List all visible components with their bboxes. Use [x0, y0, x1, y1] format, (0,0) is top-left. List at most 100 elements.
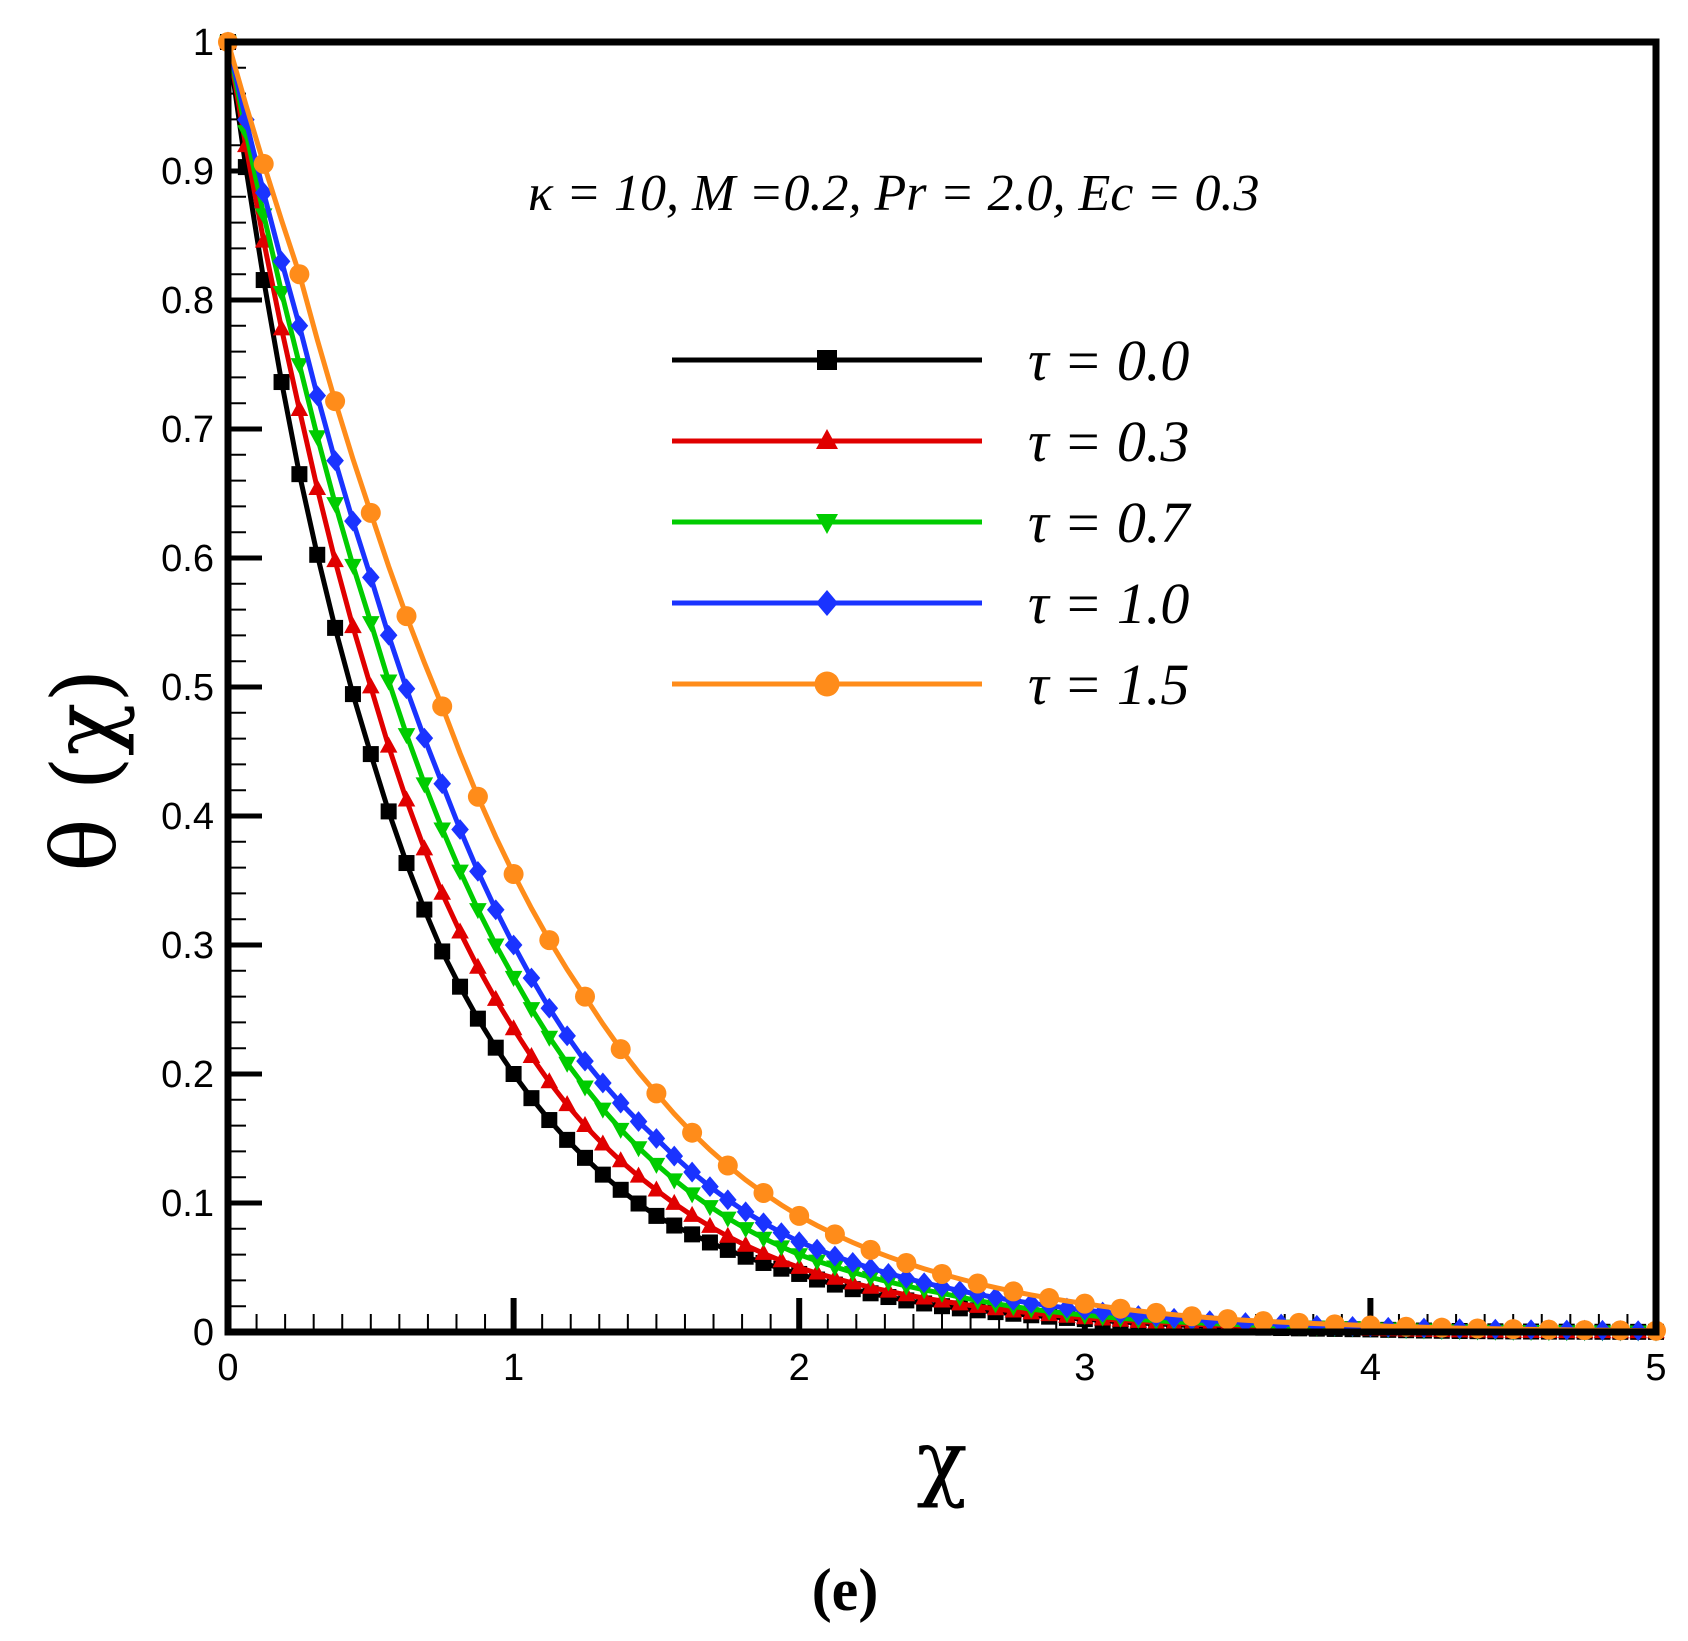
data-point [682, 1122, 703, 1143]
data-point [451, 922, 469, 939]
data-point [523, 1090, 540, 1107]
data-point [701, 1176, 719, 1198]
tick-labels: 0 1 2 3 4 5 0 0.1 0.2 0.3 0.4 0.5 0.6 0.7 0.8 0.9 1 [161, 22, 1666, 1389]
data-point [789, 1205, 810, 1226]
data-point [379, 736, 398, 753]
data-point [915, 1272, 933, 1294]
data-point [433, 883, 451, 900]
data-point [630, 1195, 647, 1212]
plot-frame [224, 38, 1660, 1336]
data-point [646, 1083, 667, 1104]
data-point [486, 899, 505, 921]
data-point [432, 696, 453, 717]
data-point [683, 1205, 701, 1222]
data-point [754, 1231, 773, 1248]
data-point [772, 1251, 791, 1268]
data-point [486, 989, 505, 1006]
data-point [504, 934, 523, 956]
data-point [1003, 1281, 1024, 1302]
legend-item: τ = 0.3 [672, 409, 1189, 474]
data-point [397, 678, 416, 700]
data-point [433, 773, 451, 795]
data-point [415, 777, 434, 794]
data-point [486, 938, 505, 955]
y-tick-label: 0.9 [161, 151, 214, 193]
data-point [522, 1047, 541, 1064]
data-point [594, 1166, 611, 1183]
data-point [843, 1265, 862, 1282]
data-point [380, 803, 397, 820]
x-tick-label: 0 [217, 1347, 238, 1389]
data-point [398, 855, 415, 872]
data-point [1110, 1298, 1131, 1319]
data-point [611, 1151, 630, 1168]
data-point [327, 619, 344, 636]
data-point [896, 1252, 917, 1273]
data-point [326, 551, 344, 568]
data-point [808, 1263, 826, 1280]
data-point [665, 1193, 684, 1210]
y-tick-label: 0.4 [161, 796, 214, 838]
data-point [344, 558, 362, 575]
data-point [254, 182, 273, 204]
y-tick-label: 0.7 [161, 409, 214, 451]
data-point [629, 1166, 648, 1183]
y-tick-label: 0.2 [161, 1054, 214, 1096]
data-point [951, 1280, 969, 1302]
data-point [701, 1216, 719, 1233]
data-point [612, 1181, 629, 1198]
data-point [665, 1173, 684, 1190]
data-point [719, 1189, 737, 1211]
legend-label: τ = 0.7 [1028, 490, 1191, 555]
data-point [237, 109, 255, 131]
data-point [824, 1224, 845, 1245]
data-point [397, 728, 416, 745]
data-point [1022, 1292, 1041, 1314]
data-point [576, 1050, 594, 1072]
x-tick-label: 3 [1074, 1347, 1095, 1389]
data-point [629, 1141, 648, 1158]
data-point [433, 822, 451, 839]
data-point [754, 1212, 773, 1234]
y-tick-label: 0.8 [161, 280, 214, 322]
data-point [1074, 1293, 1095, 1314]
data-point [575, 986, 595, 1007]
data-point [397, 790, 416, 807]
data-point [666, 1217, 683, 1234]
data-point [719, 1226, 737, 1243]
legend-marker [816, 429, 838, 449]
y-tick-label: 0.5 [161, 667, 214, 709]
data-point [826, 1245, 844, 1267]
data-point [505, 1066, 522, 1082]
axis-ticks [225, 39, 1659, 1335]
data-point [504, 1019, 523, 1036]
data-point [967, 1273, 988, 1294]
data-point [540, 997, 559, 1019]
data-point [434, 943, 451, 960]
y-tick-label: 1 [193, 22, 214, 64]
data-point [826, 1260, 844, 1277]
data-point [594, 1102, 612, 1119]
y-tick-label: 0.6 [161, 538, 214, 580]
legend-marker [814, 671, 840, 697]
data-point [558, 1025, 576, 1047]
data-point [540, 1030, 559, 1047]
legend-item: τ = 0.7 [672, 490, 1191, 555]
data-point [986, 1287, 1005, 1308]
data-point [647, 1180, 666, 1197]
parameter-annotation: κ = 10, M =0.2, Pr = 2.0, Ec = 0.3 [528, 165, 1259, 222]
data-point [1217, 1309, 1238, 1330]
data-point [861, 1270, 880, 1287]
data-point [558, 1056, 576, 1073]
data-point [253, 153, 274, 174]
data-point [611, 1092, 630, 1114]
panel-label: (e) [812, 1557, 879, 1623]
y-axis-title: θ (χ) [33, 669, 136, 872]
data-point [736, 1201, 755, 1223]
data-point [467, 786, 488, 807]
data-point [362, 746, 379, 763]
data-point [772, 1222, 791, 1244]
data-point [503, 864, 524, 885]
x-axis-title: χ [917, 1412, 968, 1510]
